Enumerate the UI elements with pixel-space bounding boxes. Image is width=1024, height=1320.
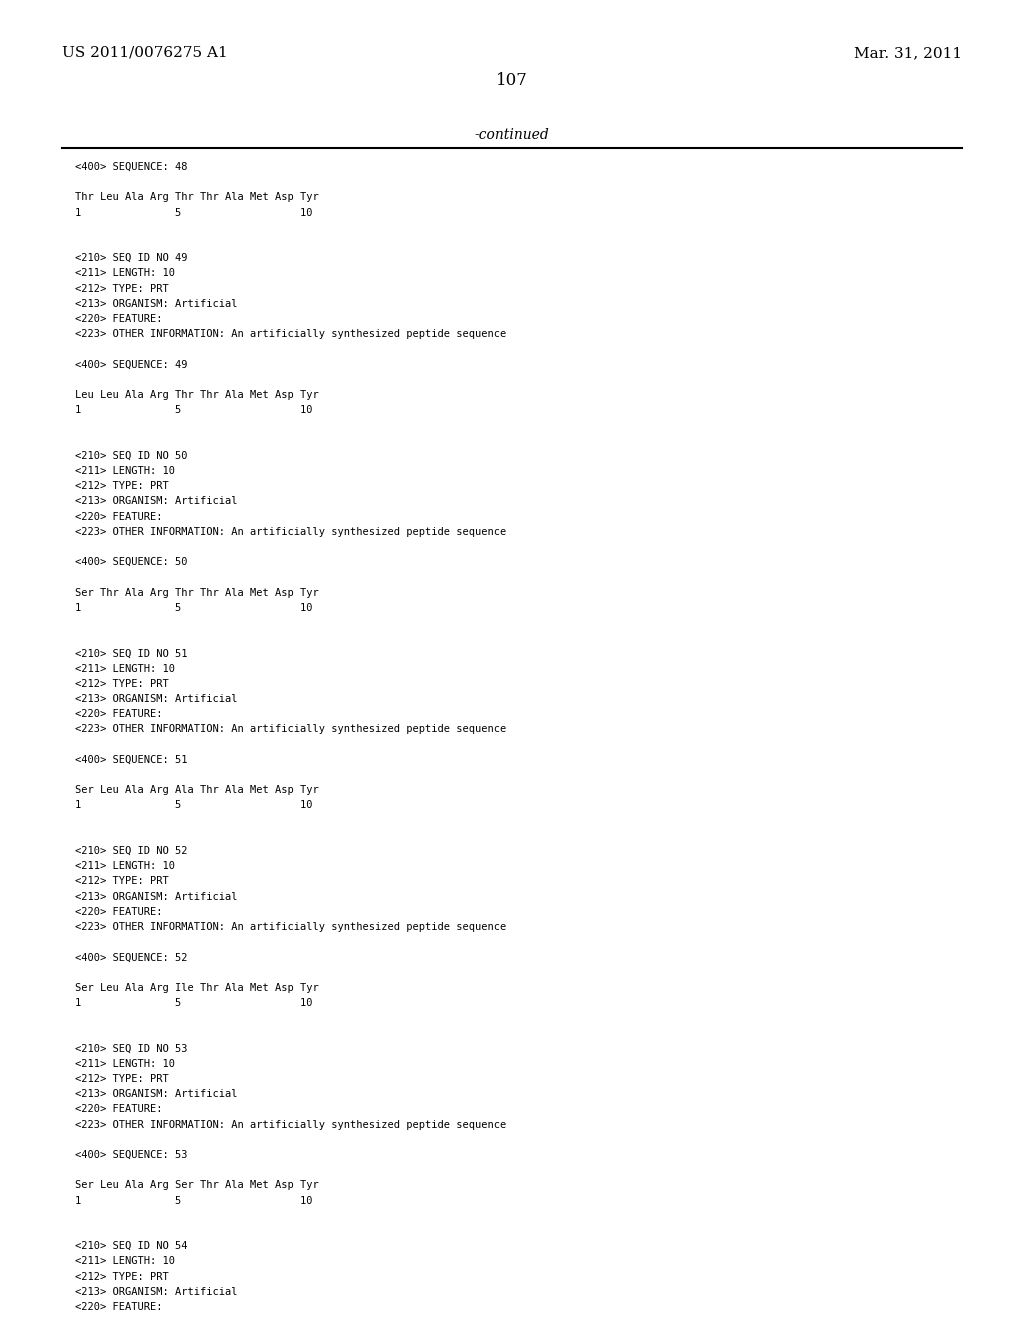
- Text: <212> TYPE: PRT: <212> TYPE: PRT: [75, 678, 169, 689]
- Text: Mar. 31, 2011: Mar. 31, 2011: [854, 46, 962, 59]
- Text: -continued: -continued: [475, 128, 549, 143]
- Text: <213> ORGANISM: Artificial: <213> ORGANISM: Artificial: [75, 298, 238, 309]
- Text: Thr Leu Ala Arg Thr Thr Ala Met Asp Tyr: Thr Leu Ala Arg Thr Thr Ala Met Asp Tyr: [75, 193, 318, 202]
- Text: US 2011/0076275 A1: US 2011/0076275 A1: [62, 46, 227, 59]
- Text: <211> LENGTH: 10: <211> LENGTH: 10: [75, 664, 175, 673]
- Text: 1               5                   10: 1 5 10: [75, 998, 312, 1008]
- Text: <400> SEQUENCE: 49: <400> SEQUENCE: 49: [75, 359, 187, 370]
- Text: 107: 107: [496, 73, 528, 88]
- Text: <213> ORGANISM: Artificial: <213> ORGANISM: Artificial: [75, 1089, 238, 1100]
- Text: <211> LENGTH: 10: <211> LENGTH: 10: [75, 861, 175, 871]
- Text: <211> LENGTH: 10: <211> LENGTH: 10: [75, 466, 175, 477]
- Text: 1               5                   10: 1 5 10: [75, 800, 312, 810]
- Text: <400> SEQUENCE: 53: <400> SEQUENCE: 53: [75, 1150, 187, 1160]
- Text: Ser Leu Ala Arg Ala Thr Ala Met Asp Tyr: Ser Leu Ala Arg Ala Thr Ala Met Asp Tyr: [75, 785, 318, 795]
- Text: <212> TYPE: PRT: <212> TYPE: PRT: [75, 876, 169, 887]
- Text: <223> OTHER INFORMATION: An artificially synthesized peptide sequence: <223> OTHER INFORMATION: An artificially…: [75, 329, 506, 339]
- Text: <211> LENGTH: 10: <211> LENGTH: 10: [75, 1257, 175, 1266]
- Text: 1               5                   10: 1 5 10: [75, 603, 312, 612]
- Text: <400> SEQUENCE: 52: <400> SEQUENCE: 52: [75, 953, 187, 962]
- Text: <400> SEQUENCE: 51: <400> SEQUENCE: 51: [75, 755, 187, 764]
- Text: 1               5                   10: 1 5 10: [75, 207, 312, 218]
- Text: <220> FEATURE:: <220> FEATURE:: [75, 709, 163, 719]
- Text: <210> SEQ ID NO 49: <210> SEQ ID NO 49: [75, 253, 187, 263]
- Text: <213> ORGANISM: Artificial: <213> ORGANISM: Artificial: [75, 1287, 238, 1296]
- Text: <213> ORGANISM: Artificial: <213> ORGANISM: Artificial: [75, 496, 238, 507]
- Text: Leu Leu Ala Arg Thr Thr Ala Met Asp Tyr: Leu Leu Ala Arg Thr Thr Ala Met Asp Tyr: [75, 389, 318, 400]
- Text: <210> SEQ ID NO 50: <210> SEQ ID NO 50: [75, 451, 187, 461]
- Text: <220> FEATURE:: <220> FEATURE:: [75, 907, 163, 917]
- Text: <211> LENGTH: 10: <211> LENGTH: 10: [75, 268, 175, 279]
- Text: <220> FEATURE:: <220> FEATURE:: [75, 314, 163, 323]
- Text: 1               5                   10: 1 5 10: [75, 405, 312, 416]
- Text: <212> TYPE: PRT: <212> TYPE: PRT: [75, 1271, 169, 1282]
- Text: <220> FEATURE:: <220> FEATURE:: [75, 1105, 163, 1114]
- Text: Ser Leu Ala Arg Ile Thr Ala Met Asp Tyr: Ser Leu Ala Arg Ile Thr Ala Met Asp Tyr: [75, 983, 318, 993]
- Text: <220> FEATURE:: <220> FEATURE:: [75, 1302, 163, 1312]
- Text: <210> SEQ ID NO 53: <210> SEQ ID NO 53: [75, 1044, 187, 1053]
- Text: <212> TYPE: PRT: <212> TYPE: PRT: [75, 482, 169, 491]
- Text: <400> SEQUENCE: 48: <400> SEQUENCE: 48: [75, 162, 187, 172]
- Text: Ser Leu Ala Arg Ser Thr Ala Met Asp Tyr: Ser Leu Ala Arg Ser Thr Ala Met Asp Tyr: [75, 1180, 318, 1191]
- Text: <223> OTHER INFORMATION: An artificially synthesized peptide sequence: <223> OTHER INFORMATION: An artificially…: [75, 527, 506, 537]
- Text: <223> OTHER INFORMATION: An artificially synthesized peptide sequence: <223> OTHER INFORMATION: An artificially…: [75, 1119, 506, 1130]
- Text: <210> SEQ ID NO 54: <210> SEQ ID NO 54: [75, 1241, 187, 1251]
- Text: <223> OTHER INFORMATION: An artificially synthesized peptide sequence: <223> OTHER INFORMATION: An artificially…: [75, 921, 506, 932]
- Text: <211> LENGTH: 10: <211> LENGTH: 10: [75, 1059, 175, 1069]
- Text: <213> ORGANISM: Artificial: <213> ORGANISM: Artificial: [75, 891, 238, 902]
- Text: <400> SEQUENCE: 50: <400> SEQUENCE: 50: [75, 557, 187, 568]
- Text: <223> OTHER INFORMATION: An artificially synthesized peptide sequence: <223> OTHER INFORMATION: An artificially…: [75, 725, 506, 734]
- Text: <213> ORGANISM: Artificial: <213> ORGANISM: Artificial: [75, 694, 238, 704]
- Text: <212> TYPE: PRT: <212> TYPE: PRT: [75, 284, 169, 293]
- Text: <212> TYPE: PRT: <212> TYPE: PRT: [75, 1074, 169, 1084]
- Text: Ser Thr Ala Arg Thr Thr Ala Met Asp Tyr: Ser Thr Ala Arg Thr Thr Ala Met Asp Tyr: [75, 587, 318, 598]
- Text: 1               5                   10: 1 5 10: [75, 1196, 312, 1205]
- Text: <220> FEATURE:: <220> FEATURE:: [75, 512, 163, 521]
- Text: <210> SEQ ID NO 51: <210> SEQ ID NO 51: [75, 648, 187, 659]
- Text: <210> SEQ ID NO 52: <210> SEQ ID NO 52: [75, 846, 187, 855]
